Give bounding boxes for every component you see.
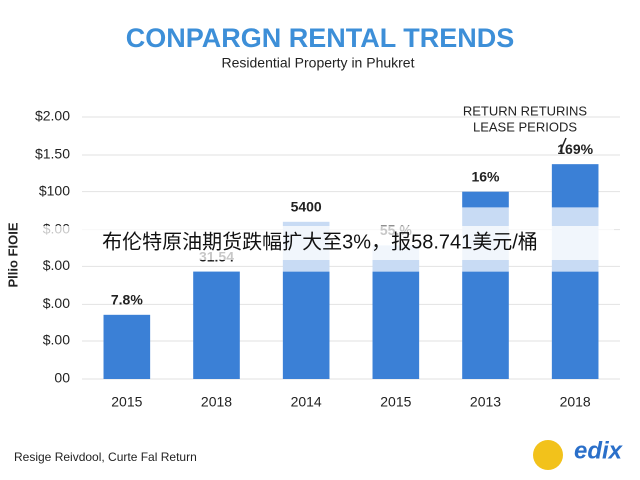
- x-tick-label: 2013: [470, 394, 501, 410]
- x-tick-label: 2015: [111, 394, 142, 410]
- y-tick-label: 00: [54, 370, 70, 386]
- data-label: 16%: [471, 168, 500, 184]
- annotation-arrow: [559, 137, 567, 153]
- data-label: 169%: [557, 141, 593, 157]
- logo-icon: [533, 440, 563, 470]
- bar-segment: [462, 271, 509, 379]
- footer: Resige Reivdool, Curte Fal Return: [14, 450, 197, 464]
- bar-segment: [282, 271, 330, 379]
- x-tick-label: 2015: [380, 394, 411, 410]
- bar-segment: [551, 271, 599, 379]
- y-tick-label: $1.50: [35, 146, 70, 162]
- bar-segment: [103, 314, 151, 379]
- y-tick-label: $.00: [43, 257, 70, 273]
- y-tick-label: $100: [39, 182, 70, 198]
- y-tick-label: $.00: [43, 295, 70, 311]
- bar-segment: [372, 271, 420, 379]
- data-label: 5400: [291, 199, 322, 215]
- annotation: LEASE PERIODS: [473, 119, 577, 134]
- annotation: RETURN RETURINS: [463, 103, 588, 118]
- x-tick-label: 2014: [291, 394, 322, 410]
- bar-segment: [193, 271, 240, 379]
- y-tick-label: $2.00: [35, 108, 70, 124]
- x-tick-label: 2018: [201, 394, 232, 410]
- logo: edix: [574, 437, 624, 464]
- y-axis-label: Pllio FIOIE: [5, 222, 20, 287]
- chart-subtitle: Residential Property in Phukret: [222, 55, 415, 71]
- y-tick-label: $.00: [43, 332, 70, 348]
- overlay-band: [30, 226, 614, 260]
- overlay-text: 布伦特原油期货跌幅扩大至3%，报58.741美元/桶: [102, 230, 538, 253]
- bar-segment: [462, 191, 509, 208]
- chart-title: CONPARGN RENTAL TRENDS: [126, 23, 515, 53]
- x-tick-label: 2018: [560, 394, 591, 410]
- bar-segment: [551, 164, 599, 208]
- data-label: 7.8%: [111, 292, 143, 308]
